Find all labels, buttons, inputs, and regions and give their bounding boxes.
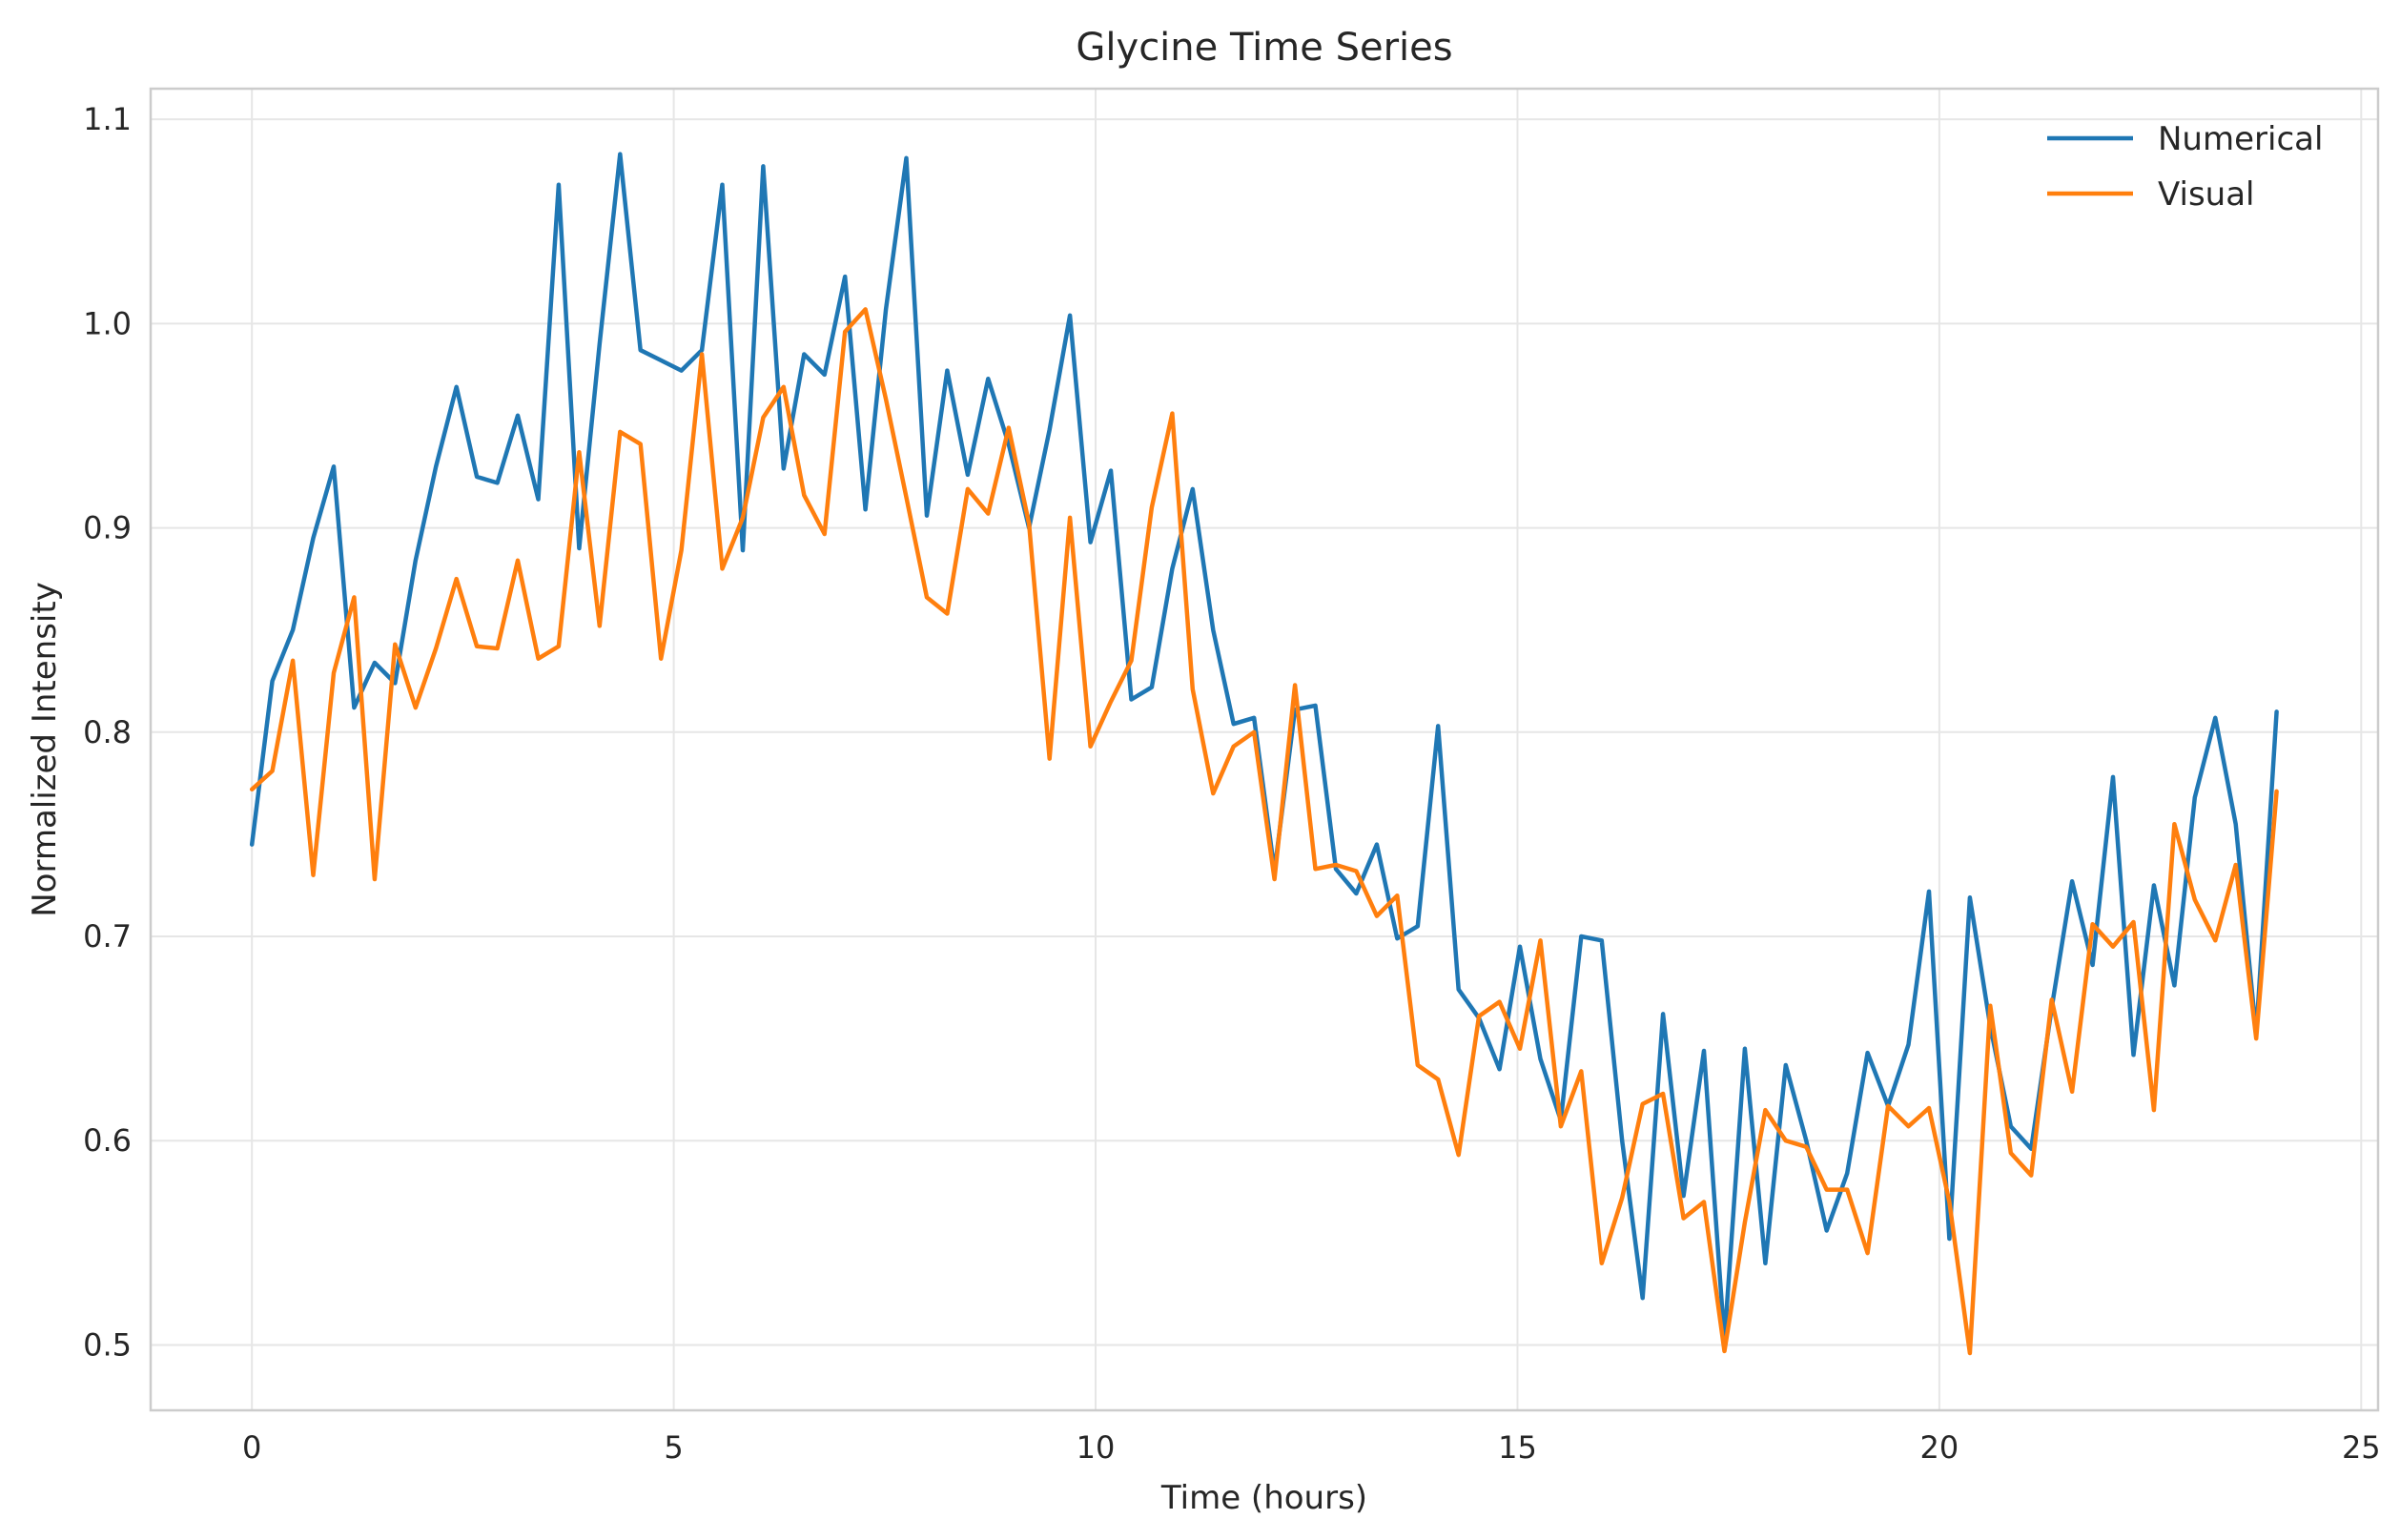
series-line-visual: [249, 307, 2279, 1356]
y-tick-label: 0.8: [83, 714, 132, 750]
x-tick-label: 5: [664, 1429, 683, 1466]
x-tick-label: 20: [1920, 1429, 1959, 1466]
tick-labels: 0 5 10 15 20 25 0.5 0.6 0.7 0.8 0.9 1.0 1.1: [83, 101, 2381, 1466]
x-tick-label: 15: [1498, 1429, 1537, 1466]
y-tick-label: 0.5: [83, 1326, 132, 1363]
x-tick-label: 25: [2342, 1429, 2381, 1466]
legend-label-numerical: Numerical: [2158, 120, 2323, 158]
y-tick-label: 1.0: [83, 305, 132, 341]
chart-title: Glycine Time Series: [1076, 26, 1452, 70]
series-group: [249, 152, 2279, 1356]
x-tick-label: 10: [1077, 1429, 1116, 1466]
y-tick-label: 1.1: [83, 101, 132, 137]
x-axis-label: Time (hours): [1160, 1479, 1367, 1517]
grid: [151, 89, 2378, 1410]
legend: Numerical Visual: [2047, 120, 2323, 214]
y-axis-label: Normalized Intensity: [26, 582, 64, 917]
x-tick-label: 0: [242, 1429, 261, 1466]
plot-frame: [149, 87, 2380, 1412]
legend-label-visual: Visual: [2158, 175, 2255, 214]
y-tick-label: 0.6: [83, 1122, 132, 1159]
y-tick-label: 0.9: [83, 510, 132, 546]
y-tick-label: 0.7: [83, 918, 132, 955]
